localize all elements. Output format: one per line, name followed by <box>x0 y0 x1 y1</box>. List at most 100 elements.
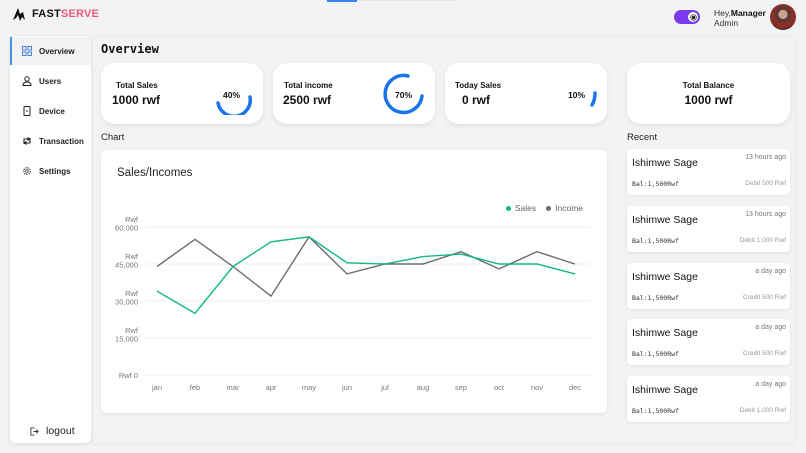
toggle-knob-icon <box>688 12 698 22</box>
y-tick-label: 60,000 <box>115 224 138 233</box>
x-tick-label: jul <box>380 383 389 392</box>
recent-time: 13 hours ago <box>745 154 786 161</box>
brand-logo[interactable]: FASTSERVE <box>12 6 99 22</box>
y-tick-unit: Rwf <box>125 326 139 335</box>
sidebar-item-users[interactable]: Users <box>10 67 91 95</box>
x-tick-label: mar <box>227 383 240 392</box>
recent-balance: Bal:1,500Rwf <box>632 180 679 188</box>
logout-button[interactable]: logout <box>30 425 75 437</box>
legend-dot-icon <box>505 206 511 212</box>
recent-time: a day ago <box>755 324 786 331</box>
recent-name: Ishimwe Sage <box>632 157 698 169</box>
sidebar-item-overview[interactable]: Overview <box>10 37 91 65</box>
sidebar-item-settings[interactable]: Settings <box>10 157 91 185</box>
x-tick-label: may <box>302 383 316 392</box>
stat-card-total-sales: Total Sales 1000 rwf 40% <box>101 63 263 124</box>
legend-dot-icon <box>546 206 552 212</box>
stat-percent: 70% <box>395 90 413 100</box>
stat-card-today-sales: Today Sales 0 rwf 10% <box>445 63 607 124</box>
main-content-frame <box>92 36 796 445</box>
device-icon <box>23 106 31 116</box>
recent-list-item[interactable]: Ishimwe Sage a day ago Bal:1,500Rwf Credit … <box>627 263 790 309</box>
recent-list-item[interactable]: Ishimwe Sage a day ago Bal:1,500Rwf Debit 1… <box>627 376 790 422</box>
lightning-logo-icon <box>13 8 25 21</box>
stat-label: Total Sales <box>116 81 158 90</box>
x-tick-label: oct <box>494 383 505 392</box>
transfer-icon <box>23 137 31 145</box>
user-name: Manager <box>730 8 766 18</box>
logout-label: logout <box>46 425 75 437</box>
recent-name: Ishimwe Sage <box>632 327 698 339</box>
recent-balance: Bal:1,500Rwf <box>632 407 679 415</box>
progress-ring-icon <box>590 91 597 107</box>
sidebar-item-label: Settings <box>39 166 71 176</box>
recent-balance: Bal:1,500Rwf <box>632 237 679 245</box>
gear-icon <box>23 167 31 175</box>
recent-transaction: Credit 500 Rwf <box>743 294 786 301</box>
recent-time: a day ago <box>755 381 786 388</box>
y-tick-label: 15,000 <box>115 335 138 344</box>
legend-label: Income <box>555 203 583 213</box>
stat-card-total-income: Total income 2500 rwf 70% <box>273 63 435 124</box>
recent-transaction: Debit 500 Rwf <box>745 180 786 187</box>
legend-label: Sales <box>514 203 537 213</box>
theme-toggle[interactable] <box>674 10 700 24</box>
recent-time: a day ago <box>755 268 786 275</box>
recent-section-label: Recent <box>627 132 658 143</box>
user-icon <box>22 76 32 86</box>
recent-balance: Bal:1,500Rwf <box>632 350 679 358</box>
stat-card-total-balance: Total Balance 1000 rwf <box>627 63 790 124</box>
x-tick-label: jun <box>341 383 352 392</box>
chart-title: Sales/Incomes <box>117 167 193 179</box>
y-tick-label: Rwf 0 <box>119 371 138 380</box>
recent-transaction: Credit 500 Rwf <box>743 350 786 357</box>
grid-icon <box>22 46 32 56</box>
progress-ring-icon <box>216 95 253 115</box>
recent-transaction: Debit 1,000 Rwf <box>739 237 786 244</box>
brand-name-part1: FAST <box>32 8 61 20</box>
recent-list-item[interactable]: Ishimwe Sage 13 hours ago Bal:1,500Rwf Debi… <box>627 206 790 252</box>
stat-percent: 40% <box>223 90 241 100</box>
series-line-income[interactable] <box>156 235 576 298</box>
logout-icon <box>30 426 39 436</box>
sidebar-item-device[interactable]: Device <box>10 97 91 125</box>
stat-label: Total Balance <box>682 81 735 90</box>
stat-value: 2500 rwf <box>283 93 332 107</box>
x-tick-label: apr <box>266 383 277 392</box>
y-tick-unit: Rwf <box>125 252 139 261</box>
avatar[interactable] <box>770 4 796 30</box>
recent-name: Ishimwe Sage <box>632 384 698 396</box>
recent-transaction: Debit 1,000 Rwf <box>739 407 786 414</box>
stat-value: 1000 rwf <box>684 93 733 107</box>
sidebar-item-label: Transaction <box>39 136 84 146</box>
user-greeting: Hey,Manager Admin <box>714 8 766 28</box>
recent-list-item[interactable]: Ishimwe Sage 13 hours ago Bal:1,500Rwf Debi… <box>627 149 790 195</box>
sidebar-item-transaction[interactable]: Transaction <box>10 127 91 155</box>
legend-item-sales[interactable]: Sales <box>505 203 537 213</box>
stat-value: 1000 rwf <box>112 93 161 107</box>
stat-value: 0 rwf <box>462 93 491 107</box>
greeting-prefix: Hey, <box>714 8 731 18</box>
recent-balance: Bal:1,500Rwf <box>632 294 679 302</box>
recent-name: Ishimwe Sage <box>632 214 698 226</box>
sidebar-item-label: Users <box>39 76 62 86</box>
x-tick-label: sep <box>455 383 467 392</box>
top-tab-indicator <box>327 0 357 2</box>
recent-time: 13 hours ago <box>745 211 786 218</box>
user-role: Admin <box>714 18 739 28</box>
sidebar-item-label: Overview <box>39 46 75 56</box>
y-tick-label: 30,000 <box>115 298 138 307</box>
sales-income-chart-card: Sales/Incomes Sales Income Rwf 0 Rwf 15,00… <box>101 150 607 413</box>
y-tick-unit: Rwf <box>125 289 139 298</box>
line-chart: Rwf 0Rwf15,000Rwf30,000Rwf45,000Rwf60,00… <box>115 215 591 392</box>
brand-name: FASTSERVE <box>32 8 99 20</box>
legend-item-income[interactable]: Income <box>546 203 583 213</box>
x-tick-label: aug <box>417 383 430 392</box>
chart-section-label: Chart <box>101 132 125 143</box>
y-tick-label: 45,000 <box>115 261 138 270</box>
recent-list-item[interactable]: Ishimwe Sage a day ago Bal:1,500Rwf Credit … <box>627 319 790 365</box>
series-line-sales[interactable] <box>156 236 576 315</box>
chart-legend: Sales Income <box>505 203 583 213</box>
x-tick-label: dec <box>569 383 581 392</box>
x-tick-label: feb <box>190 383 200 392</box>
